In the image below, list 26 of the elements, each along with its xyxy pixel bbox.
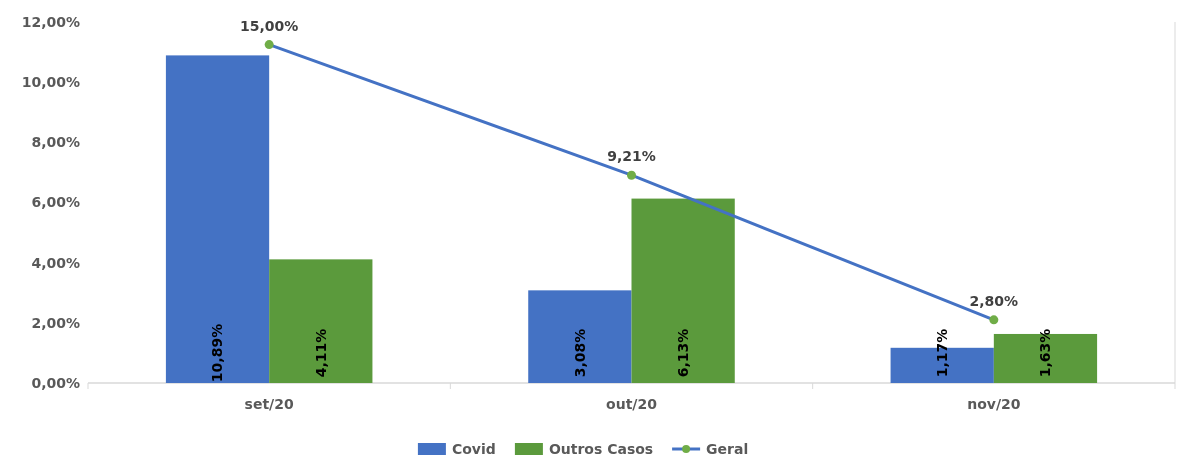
bar: [269, 259, 373, 383]
data-label: 4,11%: [312, 328, 329, 378]
y-tick-label: 4,00%: [31, 254, 80, 271]
data-label: 10,89%: [209, 323, 226, 383]
data-label: 2,80%: [969, 292, 1019, 309]
y-tick-label: 6,00%: [31, 194, 80, 211]
x-tick-label: out/20: [606, 396, 658, 412]
data-label: 15,00%: [240, 17, 299, 34]
y-tick-label: 8,00%: [31, 134, 80, 151]
y-tick-label: 12,00%: [21, 13, 80, 30]
legend-label: Covid: [451, 440, 496, 457]
y-tick-label: 10,00%: [21, 74, 80, 91]
data-label: 1,63%: [1037, 328, 1054, 378]
legend-label: Geral: [706, 440, 749, 457]
y-tick-label: 0,00%: [31, 374, 80, 391]
y-tick-label: 2,00%: [31, 314, 80, 331]
data-label: 3,08%: [571, 328, 588, 378]
bar: [631, 198, 735, 383]
data-label: 9,21%: [607, 148, 656, 165]
bar: [528, 290, 632, 383]
x-tick-label: nov/20: [967, 396, 1021, 412]
bar: [165, 55, 270, 383]
x-tick-label: set/20: [244, 396, 294, 412]
legend-label: Outros Casos: [548, 440, 654, 457]
data-label: 1,17%: [934, 328, 951, 378]
data-label: 6,13%: [675, 328, 692, 378]
